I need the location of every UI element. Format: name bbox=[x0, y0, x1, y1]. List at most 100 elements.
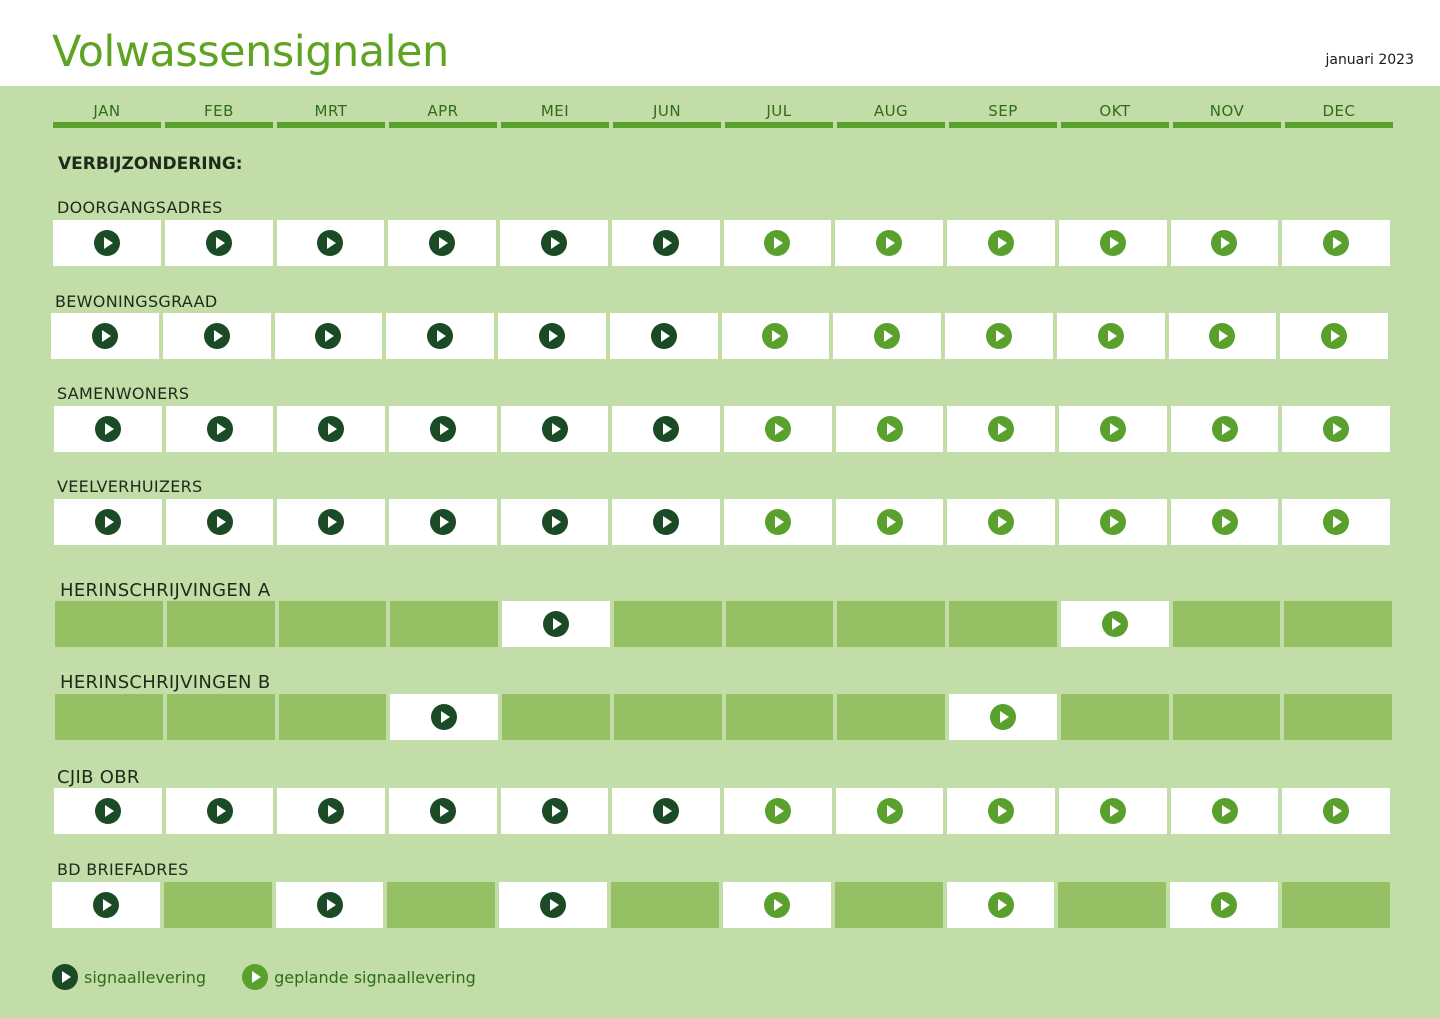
play-icon bbox=[206, 509, 233, 535]
schedule-cell bbox=[1280, 313, 1388, 359]
row-label-doorgangsadres: DOORGANGSADRES bbox=[57, 198, 223, 217]
schedule-cell bbox=[947, 788, 1056, 834]
schedule-cell bbox=[835, 499, 944, 545]
row-bd-briefadres bbox=[52, 882, 1390, 928]
schedule-cell bbox=[277, 406, 386, 452]
schedule-cell bbox=[54, 788, 162, 834]
play-icon bbox=[540, 230, 567, 256]
schedule-cell bbox=[278, 601, 387, 647]
play-icon bbox=[92, 892, 119, 918]
schedule-cell bbox=[390, 601, 498, 647]
play-icon-planned bbox=[763, 892, 790, 918]
month-label: JUL bbox=[725, 100, 833, 130]
play-icon-planned bbox=[1321, 323, 1348, 349]
schedule-cell bbox=[388, 220, 496, 266]
schedule-cell bbox=[164, 220, 273, 266]
schedule-cell bbox=[1282, 788, 1391, 834]
play-icon bbox=[52, 964, 78, 990]
play-icon bbox=[316, 892, 343, 918]
play-icon-planned bbox=[1099, 509, 1126, 535]
play-icon bbox=[93, 230, 120, 256]
page-header: Volwassensignalen januari 2023 bbox=[0, 0, 1440, 86]
schedule-cell bbox=[1060, 601, 1169, 647]
play-icon-planned bbox=[1099, 416, 1126, 442]
schedule-cell bbox=[500, 220, 608, 266]
play-icon bbox=[650, 323, 677, 349]
play-icon bbox=[427, 323, 454, 349]
schedule-cell bbox=[723, 220, 832, 266]
play-icon bbox=[429, 230, 456, 256]
row-label-bewoningsgraad: BEWONINGSGRAAD bbox=[55, 292, 218, 311]
month-label: AUG bbox=[837, 100, 945, 130]
schedule-cell bbox=[949, 601, 1057, 647]
schedule-cell bbox=[1172, 601, 1281, 647]
schedule-cell bbox=[837, 694, 945, 740]
schedule-cell bbox=[835, 406, 944, 452]
play-icon-planned bbox=[1323, 509, 1350, 535]
play-icon-planned bbox=[764, 798, 791, 824]
legend-label-planned: geplande signaallevering bbox=[274, 967, 476, 987]
play-icon bbox=[542, 611, 569, 637]
schedule-cell bbox=[1170, 788, 1279, 834]
schedule-cell bbox=[725, 694, 834, 740]
month-label: FEB bbox=[165, 100, 273, 130]
play-icon bbox=[318, 798, 345, 824]
schedule-cell bbox=[390, 694, 498, 740]
play-icon-planned bbox=[762, 323, 789, 349]
schedule-cell bbox=[274, 313, 383, 359]
page-date: januari 2023 bbox=[1325, 52, 1414, 68]
schedule-cell bbox=[1059, 499, 1167, 545]
schedule-cell bbox=[613, 694, 722, 740]
schedule-cell bbox=[389, 788, 497, 834]
schedule-cell bbox=[1056, 313, 1165, 359]
schedule-cell bbox=[500, 499, 609, 545]
month-label: NOV bbox=[1173, 100, 1281, 130]
play-icon bbox=[652, 230, 679, 256]
play-icon bbox=[94, 798, 121, 824]
schedule-cell bbox=[945, 313, 1053, 359]
schedule-cell bbox=[54, 499, 162, 545]
schedule-cell bbox=[1172, 694, 1281, 740]
schedule-cell bbox=[833, 313, 941, 359]
schedule-cell bbox=[275, 882, 384, 928]
play-icon bbox=[541, 509, 568, 535]
legend-item-planned: geplande signaallevering bbox=[242, 964, 476, 990]
play-icon bbox=[206, 798, 233, 824]
schedule-cell bbox=[947, 220, 1055, 266]
schedule-cell bbox=[724, 788, 832, 834]
schedule-cell bbox=[502, 601, 610, 647]
section-title: VERBIJZONDERING: bbox=[58, 154, 243, 174]
schedule-cell bbox=[166, 694, 275, 740]
play-icon-planned bbox=[764, 230, 791, 256]
schedule-cell bbox=[1284, 694, 1392, 740]
play-icon-planned bbox=[988, 798, 1015, 824]
play-icon bbox=[203, 323, 230, 349]
schedule-cell bbox=[835, 220, 943, 266]
play-icon-planned bbox=[1099, 798, 1126, 824]
play-icon-planned bbox=[989, 704, 1016, 730]
play-icon bbox=[94, 509, 121, 535]
row-herinschrijvingen-b bbox=[55, 694, 1392, 740]
schedule-cell bbox=[165, 406, 274, 452]
play-icon bbox=[538, 323, 565, 349]
schedule-cell bbox=[500, 788, 609, 834]
month-label: JUN bbox=[613, 100, 721, 130]
schedule-cell bbox=[835, 788, 944, 834]
schedule-cell bbox=[1170, 882, 1279, 928]
play-icon bbox=[429, 798, 456, 824]
play-icon-planned bbox=[988, 416, 1015, 442]
play-icon bbox=[653, 416, 680, 442]
schedule-cell bbox=[52, 882, 160, 928]
schedule-cell bbox=[834, 882, 943, 928]
play-icon-planned bbox=[1323, 798, 1350, 824]
schedule-cell bbox=[1282, 406, 1391, 452]
schedule-cell bbox=[949, 694, 1057, 740]
row-cjib-obr bbox=[54, 788, 1391, 834]
schedule-cell bbox=[502, 694, 610, 740]
schedule-cell bbox=[166, 601, 275, 647]
legend: signaallevering geplande signaallevering bbox=[52, 964, 502, 990]
schedule-cell bbox=[277, 499, 386, 545]
schedule-cell bbox=[498, 313, 606, 359]
month-label: OKT bbox=[1061, 100, 1169, 130]
play-icon bbox=[541, 416, 568, 442]
